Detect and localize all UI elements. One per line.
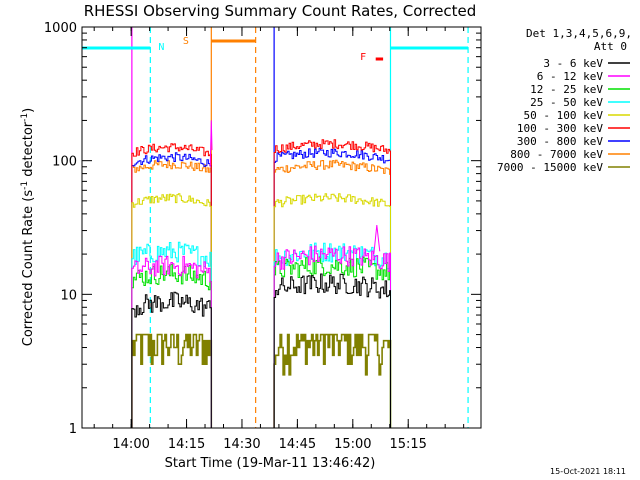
legend-header-line2: Att 0: [594, 40, 627, 53]
series-line: [131, 333, 213, 428]
annotation-f: F: [360, 52, 366, 63]
x-tick-label: 15:00: [334, 437, 371, 452]
y-tick-label: 1: [69, 422, 77, 437]
legend-entry-label: 25 - 50 keV: [530, 96, 603, 109]
legend-entry-label: 100 - 300 keV: [517, 122, 603, 135]
legend-entry-label: 12 - 25 keV: [530, 83, 603, 96]
series-line: [131, 193, 212, 428]
annotation-n: N: [158, 42, 164, 53]
legend-entry-label: 50 - 100 keV: [524, 109, 604, 122]
series-spike: [373, 224, 381, 255]
series-line: [273, 273, 391, 428]
x-tick-label: 14:30: [223, 437, 260, 452]
series-line: [131, 152, 212, 428]
y-tick-label: 1000: [44, 21, 77, 36]
series-line: [273, 147, 391, 428]
y-axis-label: Corrected Count Rate (s-1 detector-1): [20, 108, 36, 346]
legend-entry-label: 300 - 800 keV: [517, 135, 603, 148]
chart-title: RHESSI Observing Summary Count Rates, Co…: [84, 2, 477, 20]
series-line: [273, 159, 391, 428]
series-line: [273, 245, 391, 428]
x-tick-label: 14:15: [168, 437, 205, 452]
y-tick-label: 100: [52, 155, 77, 170]
series-line: [131, 241, 212, 428]
series-line: [131, 263, 212, 428]
series-line: [131, 160, 212, 428]
legend-entry-label: 6 - 12 keV: [537, 70, 604, 83]
annotation-s: S: [183, 36, 189, 47]
series-line: [273, 193, 391, 428]
y-axis: 1 10 100 1000: [44, 21, 481, 437]
x-tick-label: 14:00: [112, 437, 149, 452]
y-tick-label: 10: [60, 288, 77, 303]
legend-entry-label: 7000 - 15000 keV: [497, 161, 603, 174]
y-axis-label-part1: Corrected Count Rate (s: [21, 190, 36, 347]
y-axis-label-part3: ): [21, 108, 36, 113]
footer-date: 15-Oct-2021 18:11: [550, 467, 626, 476]
series-line: [131, 143, 212, 428]
plot-frame: [81, 26, 482, 429]
y-axis-label-exp1: -1: [20, 181, 30, 190]
y-axis-label-part2: detector: [21, 121, 36, 181]
series-line: [273, 139, 391, 428]
series-line: [131, 291, 212, 428]
series-line: [273, 333, 392, 428]
x-axis-label: Start Time (19-Mar-11 13:46:42): [165, 456, 376, 471]
legend-entry-label: 3 - 6 keV: [543, 57, 603, 70]
legend-entry-label: 800 - 7000 keV: [510, 148, 603, 161]
series-line: [131, 255, 212, 428]
series-spike: [209, 120, 213, 167]
x-tick-label: 15:15: [389, 437, 426, 452]
y-axis-label-exp2: -1: [20, 113, 30, 122]
legend-header-line1: Det 1,3,4,5,6,9,: [526, 27, 632, 40]
x-axis: 14:00 14:15 14:30 14:45 15:00 15:15: [93, 27, 465, 452]
plot-area: N S F: [82, 27, 469, 428]
x-tick-label: 14:45: [279, 437, 316, 452]
